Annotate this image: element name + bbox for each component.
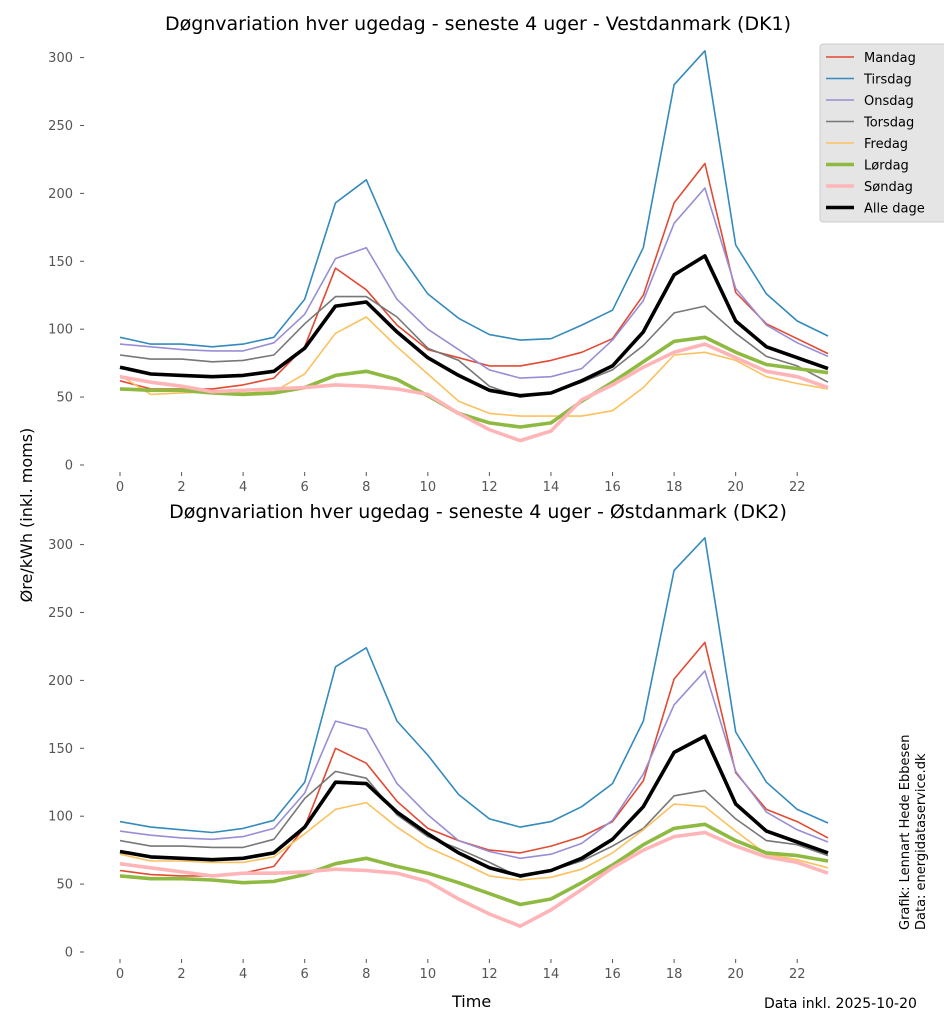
y-tick-label: 200 xyxy=(48,187,73,202)
x-tick-label: 14 xyxy=(543,480,560,495)
y-tick-label: 200 xyxy=(48,674,73,689)
series-line-lordag xyxy=(119,335,829,429)
series-line-fredag xyxy=(119,316,829,417)
series-line-sondag xyxy=(119,830,829,929)
series-line-torsdag xyxy=(119,295,829,398)
x-tick-label: 2 xyxy=(177,480,185,495)
legend-label-alle-dage: Alle dage xyxy=(864,202,925,217)
x-axis-label: Time xyxy=(452,992,492,1011)
x-tick-label: 14 xyxy=(543,967,560,982)
x-tick-label: 22 xyxy=(789,480,806,495)
x-tick-label: 10 xyxy=(420,480,437,495)
series-line-mandag xyxy=(119,162,829,390)
x-tick-label: 8 xyxy=(362,967,370,982)
x-tick-label: 10 xyxy=(420,967,437,982)
legend-label-torsdag: Torsdag xyxy=(863,116,914,131)
x-tick-label: 8 xyxy=(362,480,370,495)
credit: Grafik: Lennart Hede Ebbesen Data: energ… xyxy=(898,700,942,930)
x-tick-label: 4 xyxy=(239,480,247,495)
x-tick-label: 22 xyxy=(789,967,806,982)
x-tick-label: 20 xyxy=(727,967,744,982)
credit-source: Data: energidataservice.dk xyxy=(914,753,929,930)
y-tick-label: 100 xyxy=(48,323,73,338)
x-tick-label: 6 xyxy=(301,480,309,495)
y-tick-label: 0 xyxy=(65,946,73,961)
credit-block: Grafik: Lennart Hede Ebbesen Data: energ… xyxy=(898,700,942,930)
y-tick-label: 300 xyxy=(48,538,73,553)
legend-label-sondag: Søndag xyxy=(864,180,913,195)
chart-title: Døgnvariation hver ugedag - seneste 4 ug… xyxy=(165,13,791,35)
legend-label-mandag: Mandag xyxy=(864,51,916,66)
legend-label-lordag: Lørdag xyxy=(864,159,909,174)
x-tick-label: 12 xyxy=(481,967,498,982)
legend: Mandag Tirsdag Onsdag Torsdag Fredag Lørdag Sø… xyxy=(819,43,944,223)
y-axis-label-container: Øre/kWh (inkl. moms) xyxy=(14,420,40,610)
y-tick-label: 100 xyxy=(48,810,73,825)
data-date-note: Data inkl. 2025-10-20 xyxy=(764,996,917,1012)
y-tick-label: 50 xyxy=(56,878,73,893)
series-line-onsdag xyxy=(119,670,829,860)
series-line-fredag xyxy=(119,801,829,881)
x-tick-label: 16 xyxy=(604,480,621,495)
legend-box xyxy=(819,43,944,223)
chart-title: Døgnvariation hver ugedag - seneste 4 ug… xyxy=(169,501,787,523)
x-tick-label: 18 xyxy=(666,967,683,982)
x-tick-label: 6 xyxy=(301,967,309,982)
credit-author: Grafik: Lennart Hede Ebbesen xyxy=(898,734,913,930)
series-line-alle-dage xyxy=(119,734,829,878)
chart-dk2: Døgnvariation hver ugedag - seneste 4 ug… xyxy=(48,501,829,982)
x-tick-label: 0 xyxy=(116,480,124,495)
y-tick-label: 50 xyxy=(56,391,73,406)
y-axis-label: Øre/kWh (inkl. moms) xyxy=(17,427,36,603)
y-tick-label: 250 xyxy=(48,606,73,621)
series-line-torsdag xyxy=(119,770,829,879)
series-line-sondag xyxy=(119,342,829,443)
x-tick-label: 12 xyxy=(481,480,498,495)
x-tick-label: 18 xyxy=(666,480,683,495)
chart-dk1: Døgnvariation hver ugedag - seneste 4 ug… xyxy=(48,13,829,495)
legend-label-fredag: Fredag xyxy=(864,137,908,152)
y-tick-label: 300 xyxy=(48,51,73,66)
series-line-tirsdag xyxy=(119,49,829,348)
y-tick-label: 150 xyxy=(48,255,73,270)
x-tick-label: 4 xyxy=(239,967,247,982)
y-tick-label: 150 xyxy=(48,742,73,757)
series-line-alle-dage xyxy=(119,254,829,398)
x-tick-label: 16 xyxy=(604,967,621,982)
legend-label-onsdag: Onsdag xyxy=(864,94,914,109)
series-line-tirsdag xyxy=(119,536,829,834)
series-line-lordag xyxy=(119,822,829,907)
x-tick-label: 2 xyxy=(177,967,185,982)
legend-label-tirsdag: Tirsdag xyxy=(863,73,912,88)
y-tick-label: 0 xyxy=(65,459,73,474)
series-line-onsdag xyxy=(119,187,829,379)
x-tick-label: 20 xyxy=(727,480,744,495)
y-tick-label: 250 xyxy=(48,119,73,134)
x-tick-label: 0 xyxy=(116,967,124,982)
